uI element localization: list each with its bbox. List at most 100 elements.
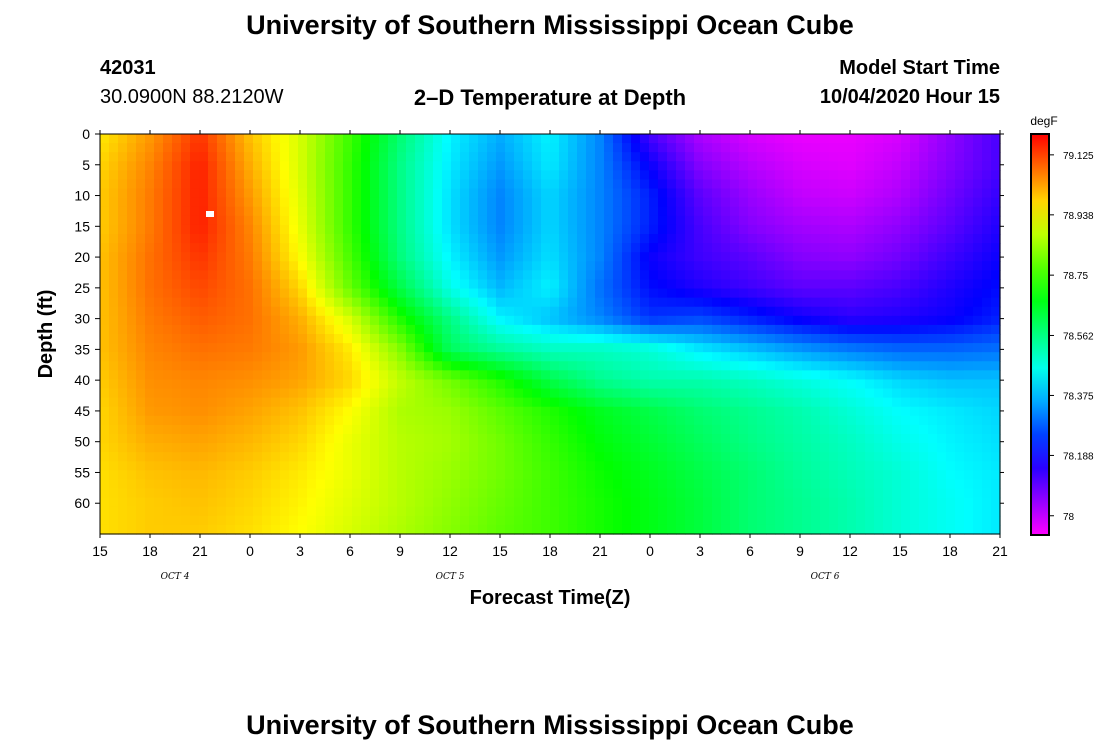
heatmap-cell [505,161,515,171]
heatmap-cell [730,288,740,299]
heatmap-cell [469,315,479,326]
heatmap-cell [361,324,371,335]
heatmap-cell [811,315,821,326]
heatmap-cell [613,324,623,335]
heatmap-cell [784,479,794,490]
heatmap-cell [154,288,164,299]
heatmap-cell [568,288,578,299]
heatmap-cell [577,224,587,235]
heatmap-cell [604,161,614,171]
heatmap-cell [685,152,695,162]
heatmap-cell [352,524,362,535]
heatmap-cell [748,434,758,444]
heatmap-cell [946,406,956,417]
heatmap-cell [262,452,272,462]
heatmap-cell [811,288,821,299]
heatmap-cell [730,452,740,462]
heatmap-cell [910,306,920,317]
heatmap-cell [676,524,686,535]
heatmap-cell [676,352,686,362]
heatmap-cell [388,361,398,371]
heatmap-cell [838,361,848,371]
heatmap-cell [280,443,290,453]
heatmap-cell [289,234,299,244]
heatmap-cell [451,352,461,362]
heatmap-cell [406,324,416,335]
heatmap-cell [604,397,614,408]
heatmap-cell [991,179,1001,190]
heatmap-cell [685,506,695,517]
heatmap-cell [154,215,164,226]
heatmap-cell [946,452,956,462]
heatmap-cell [379,434,389,444]
heatmap-cell [307,297,317,308]
heatmap-cell [181,279,191,290]
heatmap-cell [586,315,596,326]
heatmap-cell [568,170,578,181]
heatmap-cell [622,397,632,408]
heatmap-cell [766,288,776,299]
heatmap-cell [946,297,956,308]
heatmap-cell [181,343,191,353]
heatmap-cell [370,424,380,435]
heatmap-cell [244,152,254,162]
heatmap-cell [460,206,470,217]
heatmap-cell [244,170,254,181]
x-tick-label: 15 [892,543,908,559]
heatmap-cell [343,379,353,390]
heatmap-cell [955,524,965,535]
heatmap-cell [703,215,713,226]
heatmap-cell [316,261,326,271]
heatmap-cell [190,270,200,281]
heatmap-cell [550,306,560,317]
heatmap-cell [406,297,416,308]
heatmap-cell [721,334,731,344]
heatmap-cell [892,143,902,153]
heatmap-cell [487,488,497,499]
heatmap-cell [703,470,713,481]
heatmap-cell [415,388,425,399]
heatmap-cell [892,134,902,144]
y-tick-label: 40 [74,372,90,388]
heatmap-cell [127,215,137,226]
heatmap-cell [478,306,488,317]
heatmap-cell [496,224,506,235]
heatmap-cell [532,334,542,344]
heatmap-cell [487,279,497,290]
heatmap-cell [622,343,632,353]
heatmap-cell [226,134,236,144]
heatmap-cell [352,234,362,244]
heatmap-cell [568,406,578,417]
heatmap-cell [586,361,596,371]
heatmap-cell [703,161,713,171]
heatmap-cell [694,188,704,199]
heatmap-cell [586,334,596,344]
heatmap-cell [460,252,470,262]
heatmap-cell [307,197,317,208]
heatmap-cell [622,352,632,362]
heatmap-cell [910,361,920,371]
heatmap-cell [100,170,110,181]
heatmap-cell [100,188,110,199]
heatmap-cell [298,497,308,508]
heatmap-cell [199,234,209,244]
heatmap-cell [928,379,938,390]
heatmap-cell [847,506,857,517]
heatmap-cell [253,361,263,371]
heatmap-cell [334,179,344,190]
heatmap-cell [352,261,362,271]
heatmap-cell [901,397,911,408]
heatmap-cell [451,515,461,526]
heatmap-cell [127,361,137,371]
heatmap-cell [334,388,344,399]
heatmap-cell [487,315,497,326]
heatmap-cell [532,288,542,299]
heatmap-cell [865,424,875,435]
heatmap-cell [118,488,128,499]
heatmap-cell [226,315,236,326]
heatmap-cell [244,270,254,281]
heatmap-cell [820,270,830,281]
heatmap-cell [271,461,281,471]
heatmap-cell [532,252,542,262]
heatmap-cell [208,315,218,326]
